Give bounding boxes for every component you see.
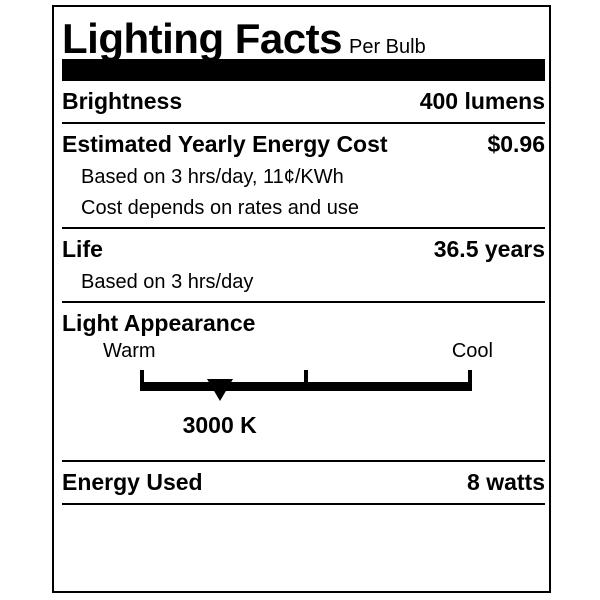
scale-tick-warm-end xyxy=(140,370,144,391)
life-value: 36.5 years xyxy=(433,236,545,262)
energy-cost-subline-2: Cost depends on rates and use xyxy=(81,197,359,219)
page-title: Lighting Facts xyxy=(62,15,343,62)
row-life: Life 36.5 years xyxy=(62,229,545,270)
row-brightness: Brightness 400 lumens xyxy=(62,81,545,122)
header-black-bar xyxy=(62,59,545,81)
brightness-label: Brightness xyxy=(62,88,183,114)
energy-cost-subline-1: Based on 3 hrs/day, 11¢/KWh xyxy=(81,166,344,188)
scale-marker-triangle-icon xyxy=(206,379,233,401)
scale-track xyxy=(140,370,472,410)
brightness-value: 400 lumens xyxy=(419,88,545,114)
scale-tick-cool-end xyxy=(468,370,472,391)
energy-cost-value: $0.96 xyxy=(487,131,545,157)
page-title-qualifier: Per Bulb xyxy=(349,36,426,58)
scale-tick-middle xyxy=(304,370,308,391)
divider-after-energy-used xyxy=(62,503,545,505)
label-inner-content: Lighting Facts Per Bulb Brightness 400 l… xyxy=(62,7,545,591)
row-energy-used: Energy Used 8 watts xyxy=(62,462,545,503)
lighting-facts-label: Lighting Facts Per Bulb Brightness 400 l… xyxy=(52,5,551,593)
divider-after-life xyxy=(62,301,545,303)
divider-after-brightness xyxy=(62,122,545,124)
divider-after-light-appearance xyxy=(62,460,545,462)
life-subline-1: Based on 3 hrs/day xyxy=(81,271,254,293)
scale-end-labels: Warm Cool xyxy=(62,340,545,366)
light-appearance-label: Light Appearance xyxy=(62,310,256,336)
scale-cool-label: Cool xyxy=(451,340,493,362)
row-energy-cost: Estimated Yearly Energy Cost $0.96 xyxy=(62,124,545,165)
energy-used-label: Energy Used xyxy=(62,469,203,495)
color-temperature-value: 3000 K xyxy=(182,412,257,438)
divider-after-energy-cost xyxy=(62,227,545,229)
light-appearance-scale: Warm Cool 3000 K xyxy=(62,340,545,460)
energy-cost-label: Estimated Yearly Energy Cost xyxy=(62,131,388,157)
life-label: Life xyxy=(62,236,103,262)
scale-warm-label: Warm xyxy=(103,340,156,362)
label-title-row: Lighting Facts Per Bulb xyxy=(62,7,545,61)
energy-used-value: 8 watts xyxy=(467,469,545,495)
